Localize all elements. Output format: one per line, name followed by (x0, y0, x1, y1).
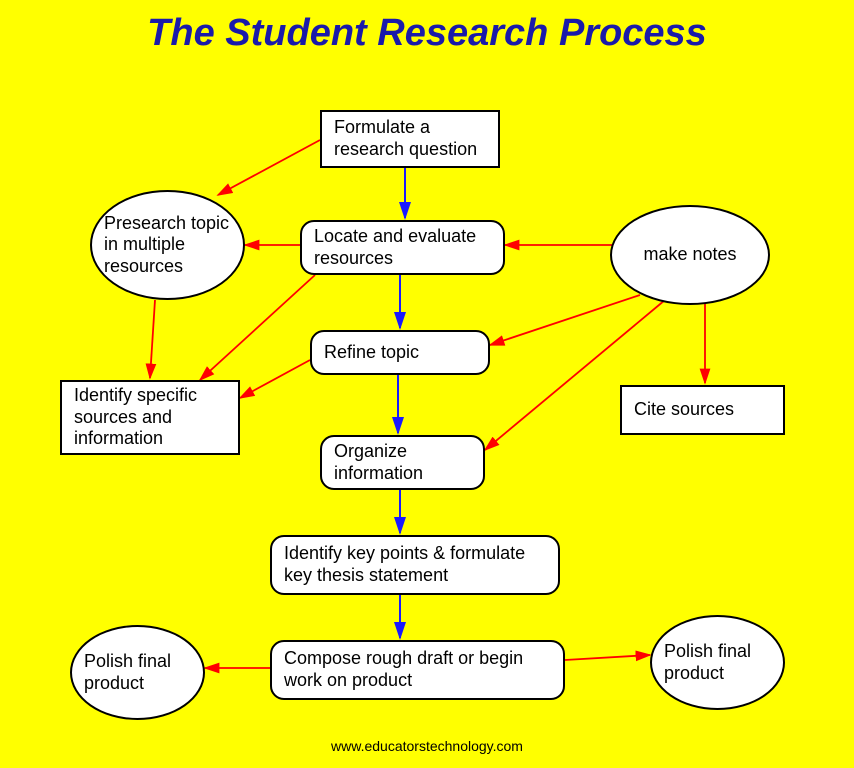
node-makenotes: make notes (610, 205, 770, 305)
edge-makenotes-refine (490, 295, 640, 345)
node-label: Organize information (334, 441, 471, 484)
node-label: Cite sources (634, 399, 734, 421)
diagram-title: The Student Research Process (0, 12, 854, 55)
node-label: Locate and evaluate resources (314, 226, 491, 269)
node-organize: Organize information (320, 435, 485, 490)
footer-url: www.educatorstechnology.com (0, 738, 854, 754)
node-presearch: Presearch topic in multiple resources (90, 190, 245, 300)
node-compose: Compose rough draft or begin work on pro… (270, 640, 565, 700)
edge-presearch-identify (150, 300, 155, 378)
node-label: Polish final product (84, 651, 191, 694)
edge-refine-identify (240, 360, 310, 398)
node-polishR: Polish final product (650, 615, 785, 710)
node-polishL: Polish final product (70, 625, 205, 720)
node-label: make notes (643, 244, 736, 266)
node-label: Identify key points & formulate key thes… (284, 543, 546, 586)
node-formulate: Formulate a research question (320, 110, 500, 168)
node-keypoints: Identify key points & formulate key thes… (270, 535, 560, 595)
node-refine: Refine topic (310, 330, 490, 375)
node-cite: Cite sources (620, 385, 785, 435)
node-identify: Identify specific sources and informatio… (60, 380, 240, 455)
node-label: Presearch topic in multiple resources (104, 213, 231, 278)
node-label: Refine topic (324, 342, 419, 364)
edge-formulate-presearch (218, 140, 320, 195)
node-label: Formulate a research question (334, 117, 486, 160)
node-label: Polish final product (664, 641, 771, 684)
edge-compose-polishR (565, 655, 650, 660)
edge-locate-identify (200, 275, 315, 380)
node-label: Identify specific sources and informatio… (74, 385, 226, 450)
node-locate: Locate and evaluate resources (300, 220, 505, 275)
diagram-canvas: The Student Research Process Formulate a… (0, 0, 854, 768)
node-label: Compose rough draft or begin work on pro… (284, 648, 551, 691)
